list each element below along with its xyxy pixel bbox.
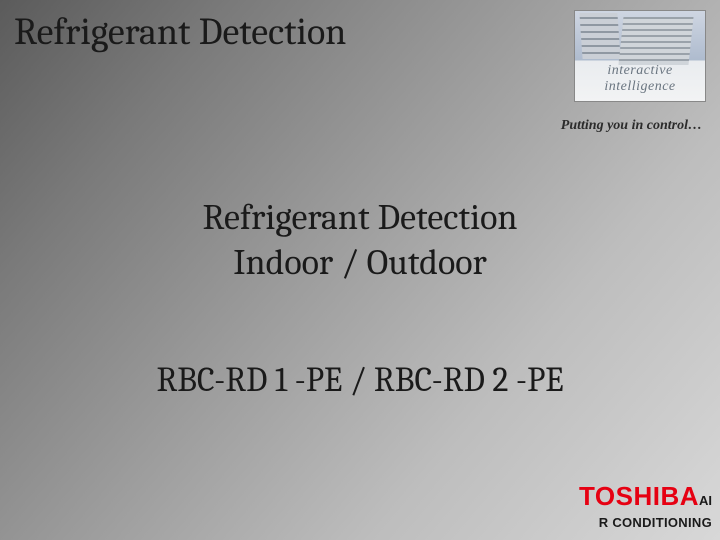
main-heading-block: Refrigerant Detection Indoor / Outdoor — [0, 195, 720, 285]
building-graphic-left — [579, 13, 620, 59]
main-heading-line2: Indoor / Outdoor — [0, 240, 720, 285]
header-image: interactive intelligence — [574, 10, 706, 102]
brand-main: TOSHIBA — [579, 481, 699, 511]
brand-suffix: AI — [699, 493, 712, 508]
main-heading-line1: Refrigerant Detection — [0, 195, 720, 240]
brand-subline: R CONDITIONING — [599, 515, 712, 530]
image-caption-line2: intelligence — [575, 79, 705, 95]
slide: Refrigerant Detection interactive intell… — [0, 0, 720, 540]
model-numbers: RBC-RD 1 -PE / RBC-RD 2 -PE — [0, 360, 720, 400]
tagline: Putting you in control… — [561, 118, 702, 134]
image-caption-line1: interactive — [575, 63, 705, 79]
building-graphic-right — [618, 17, 693, 65]
page-title: Refrigerant Detection — [14, 10, 346, 54]
brand-logo: TOSHIBAAI — [579, 481, 712, 512]
